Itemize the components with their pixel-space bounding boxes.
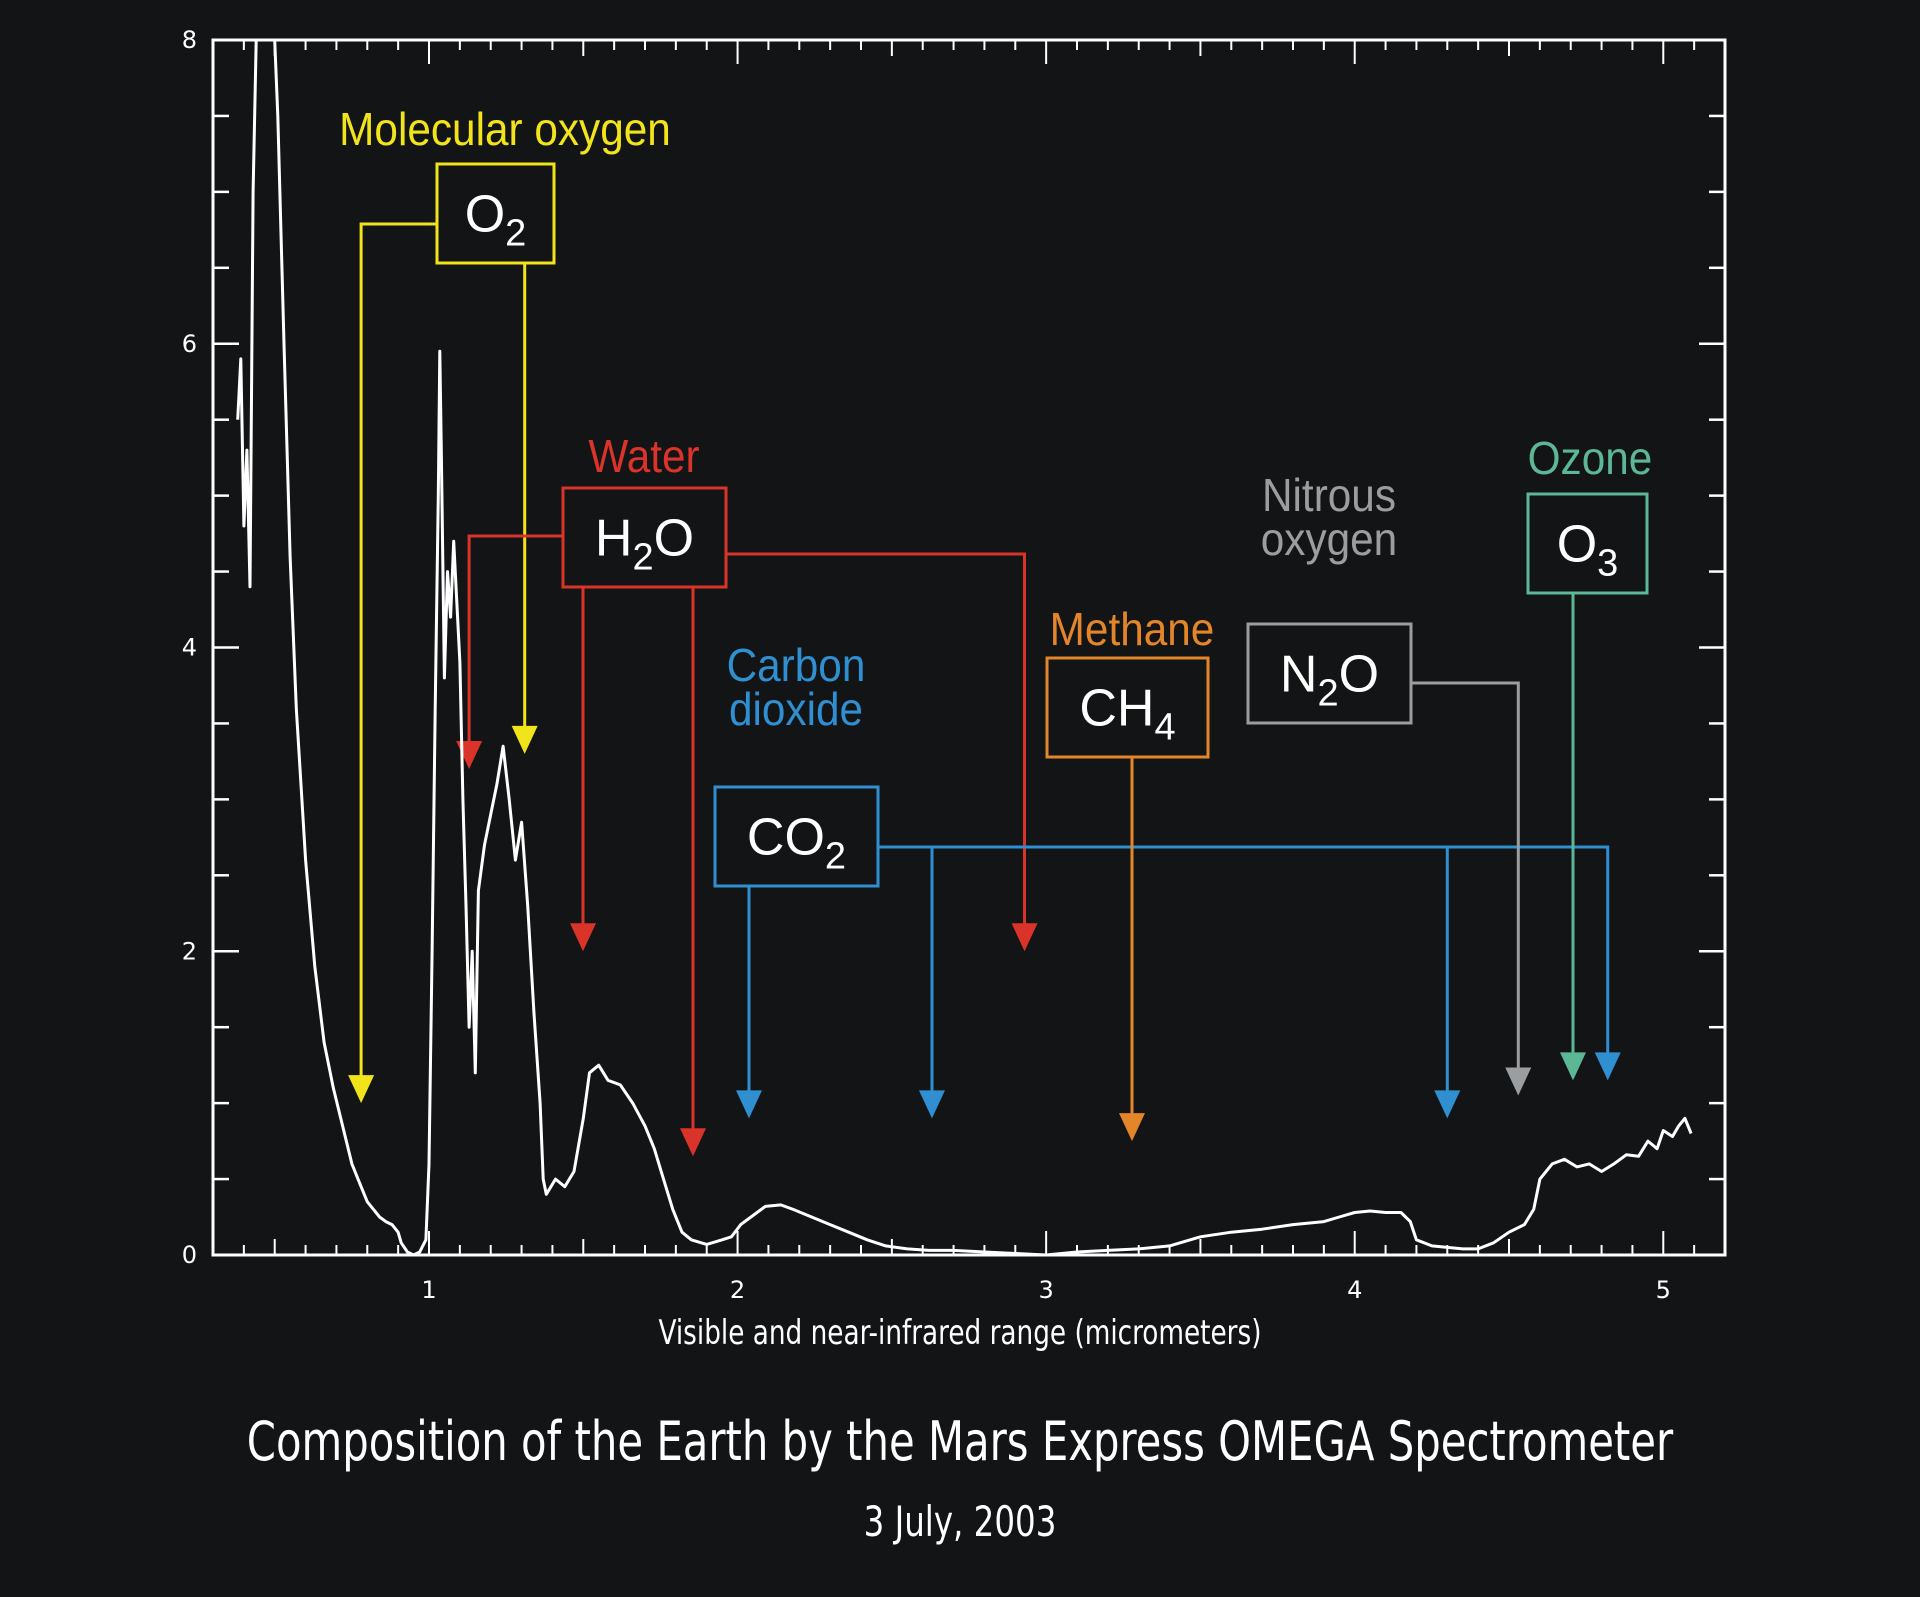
absorption-annotations: O2 Molecular oxygen H2O Water CO2 Carbondioxi… (339, 104, 1653, 1157)
axis-tick-labels: 0 2 4 6 8 1 2 3 4 5 (182, 26, 1671, 1304)
arrow-icon (918, 1090, 945, 1119)
arrow-icon (348, 1075, 375, 1104)
molecule-o2: O2 Molecular oxygen (339, 104, 671, 1104)
chart-title: Composition of the Earth by the Mars Exp… (246, 1410, 1674, 1473)
arrow-icon (680, 1128, 706, 1157)
arrow-icon (1434, 1090, 1461, 1119)
molecule-h2o: H2O Water (456, 431, 1038, 1157)
connector-line (523, 222, 554, 728)
formula-text: CO2 (747, 809, 846, 878)
molecule-name: Nitrous (1262, 470, 1396, 521)
connector-line (1411, 681, 1520, 1070)
connector-line (878, 845, 1449, 1093)
x-tick-label: 4 (1347, 1276, 1362, 1304)
arrow-icon (736, 1090, 762, 1119)
connector-line (878, 845, 1610, 1055)
molecule-o3: O3 Ozone (1526, 433, 1653, 1081)
formula-box (561, 486, 728, 589)
chart-subtitle: 3 July, 2003 (863, 1497, 1057, 1546)
x-tick-label: 2 (730, 1276, 745, 1304)
arrow-icon (1505, 1067, 1532, 1096)
y-tick-label: 6 (182, 330, 197, 358)
x-axis-label: Visible and near-infrared range (microme… (658, 1313, 1262, 1353)
formula-text: O2 (465, 186, 527, 255)
axis-ticks (212, 38, 1726, 1257)
x-tick-label: 1 (421, 1276, 436, 1304)
arrow-icon (570, 923, 596, 952)
connector-line (359, 222, 437, 1078)
formula-box (1246, 622, 1413, 725)
x-tick-label: 3 (1039, 1276, 1054, 1304)
arrow-icon (1011, 923, 1038, 952)
molecule-name: Molecular oxygen (339, 104, 671, 155)
formula-box (1045, 656, 1210, 759)
formula-text: O3 (1557, 516, 1619, 585)
y-tick-label: 8 (182, 26, 197, 54)
arrow-icon (511, 725, 538, 754)
molecule-name: Water (588, 431, 699, 482)
arrow-icon (1594, 1052, 1621, 1081)
formula-text: CH4 (1079, 680, 1175, 749)
molecule-name: Carbon (727, 640, 866, 691)
molecule-name: dioxide (729, 684, 863, 735)
molecule-ch4: CH4 Methane (1045, 604, 1215, 1142)
molecule-name: Methane (1050, 604, 1215, 655)
formula-box (713, 785, 880, 888)
formula-text: N2O (1280, 646, 1379, 715)
connector-line (726, 552, 1026, 926)
formula-box (1526, 492, 1649, 595)
y-tick-label: 4 (182, 634, 197, 662)
formula-box (435, 162, 556, 265)
arrow-icon (1560, 1052, 1586, 1081)
arrow-icon (456, 741, 483, 769)
y-tick-label: 0 (182, 1241, 197, 1269)
molecule-name: oxygen (1261, 514, 1397, 565)
formula-text: H2O (595, 510, 694, 579)
connector-line (878, 845, 934, 1093)
x-tick-label: 5 (1656, 1276, 1671, 1304)
arrow-icon (1119, 1113, 1145, 1142)
spectrum-series (236, 38, 1693, 1257)
spectrum-line (236, 38, 1693, 1257)
molecule-name: Ozone (1528, 433, 1653, 484)
connector-line (467, 534, 563, 743)
y-tick-label: 2 (182, 937, 197, 965)
